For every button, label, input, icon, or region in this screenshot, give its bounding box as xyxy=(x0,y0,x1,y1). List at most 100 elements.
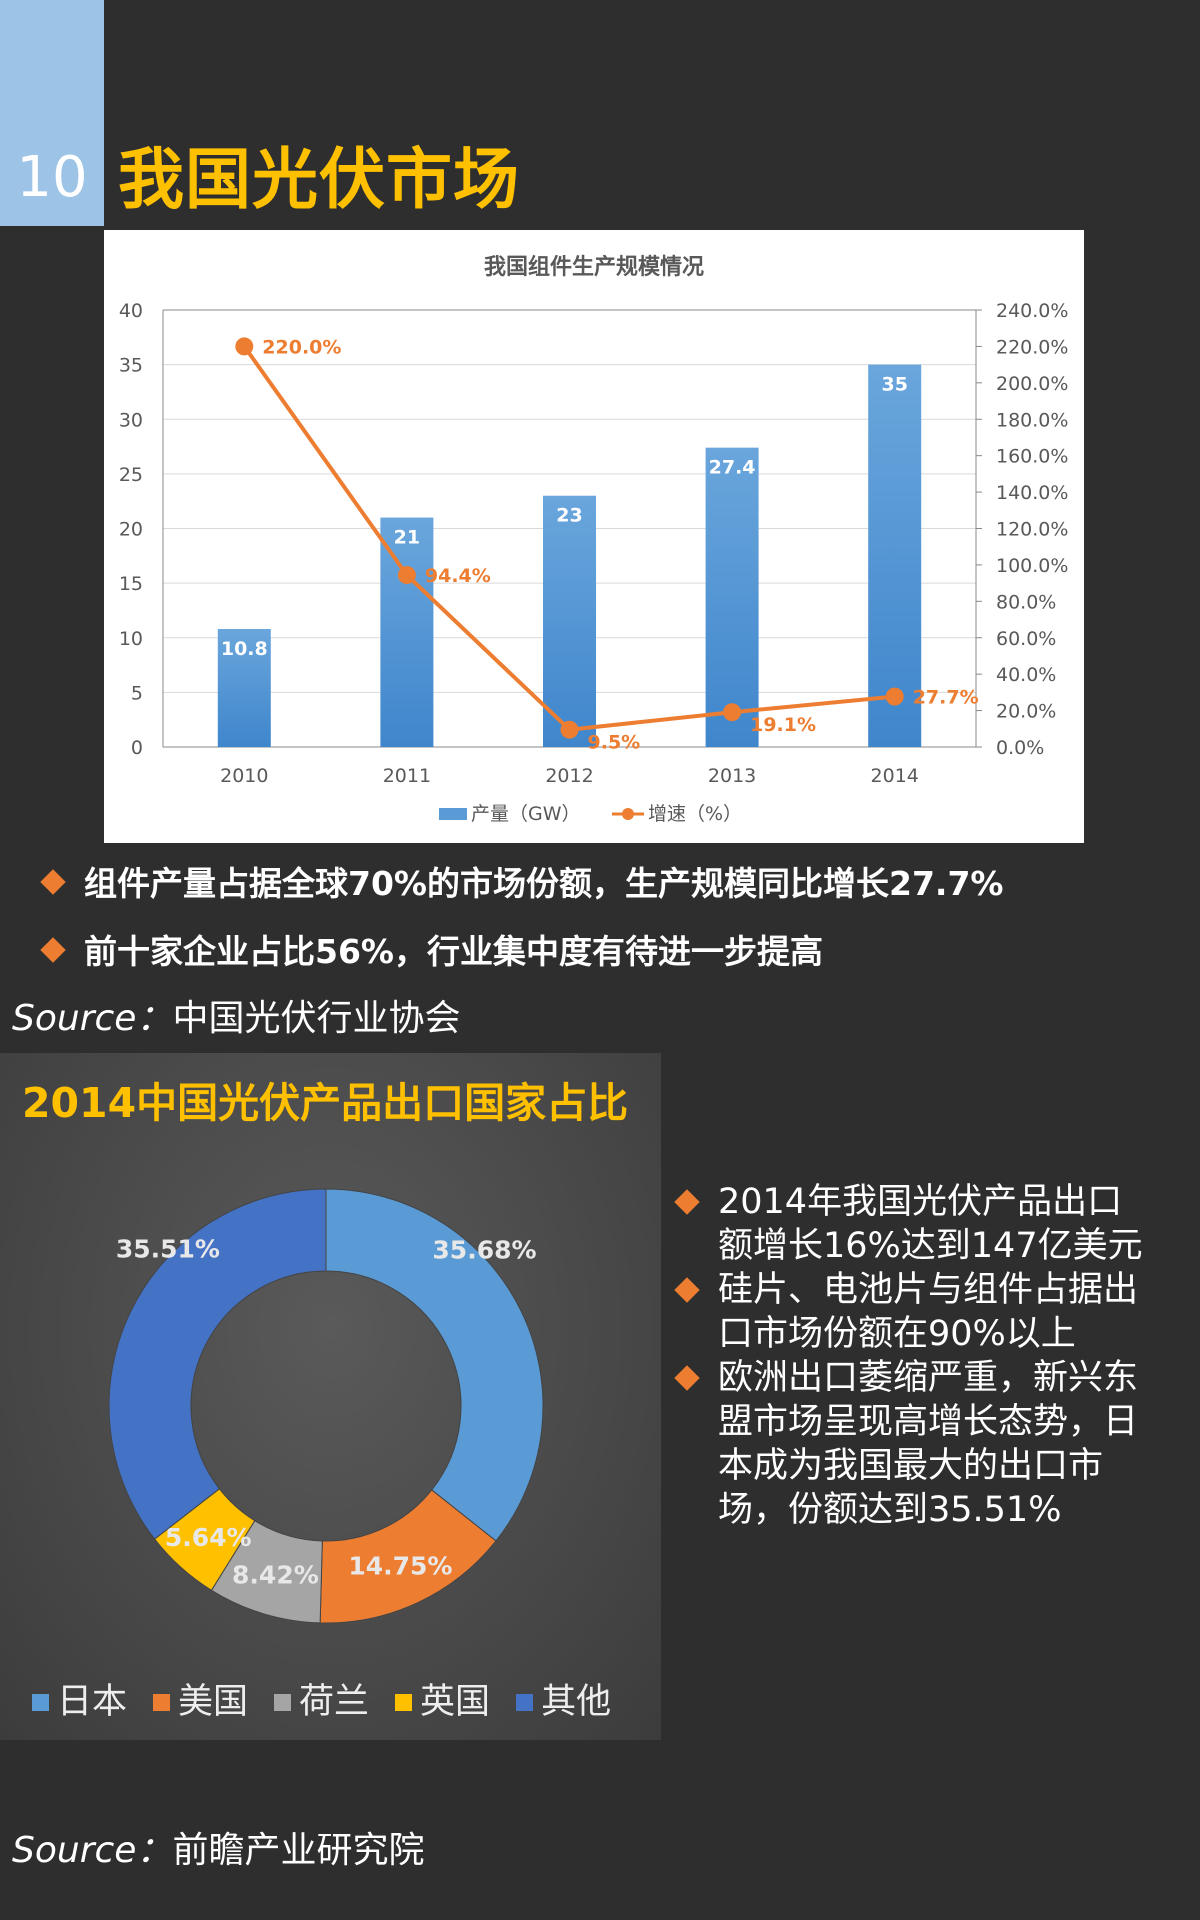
page-number-block xyxy=(0,0,104,226)
note-text: 2014年我国光伏产品出口额增长16%达到147亿美元 xyxy=(718,1182,1143,1266)
y-left-tick: 30 xyxy=(119,409,143,431)
y-right-tick: 220.0% xyxy=(996,336,1068,358)
source-label: Source： xyxy=(12,998,173,1039)
bar-2010 xyxy=(217,629,271,747)
chart-title: 我国组件生产规模情况 xyxy=(484,254,704,280)
slice-label: 35.51% xyxy=(116,1235,220,1264)
production-chart-svg: 我国组件生产规模情况 0 5 10 15 20 25 30 35 40 0.0% 20.0% 40.0%… xyxy=(119,254,1069,825)
y-left-tick: 25 xyxy=(119,464,143,486)
y-right-tick: 40.0% xyxy=(996,664,1056,686)
slice-日本 xyxy=(325,1188,544,1542)
growth-label: 27.7% xyxy=(913,687,979,709)
diamond-bullet-icon xyxy=(40,869,66,895)
x-tick: 2010 xyxy=(220,765,268,787)
bullet-text: 前十家企业占比56%，行业集中度有待进一步提高 xyxy=(84,932,823,971)
growth-label: 9.5% xyxy=(588,732,641,754)
note-1: 2014年我国光伏产品出口额增长16%达到147亿美元 xyxy=(672,1180,1152,1268)
growth-label: 220.0% xyxy=(262,336,341,358)
slice-label: 5.64% xyxy=(165,1523,252,1552)
note-text: 欧洲出口萎缩严重，新兴东盟市场呈现高增长态势，日本成为我国最大的出口市场，份额达… xyxy=(718,1358,1139,1530)
legend-label: 荷兰 xyxy=(299,1682,370,1722)
y-left-tick: 35 xyxy=(119,355,143,377)
bar-2014 xyxy=(868,364,922,747)
legend-line-marker xyxy=(622,808,634,820)
y-right-tick: 200.0% xyxy=(996,373,1068,395)
slice-label: 14.75% xyxy=(348,1552,452,1581)
export-chart-title: 2014中国光伏产品出口国家占比 xyxy=(22,1079,629,1127)
note-text: 硅片、电池片与组件占据出口市场份额在90%以上 xyxy=(718,1270,1139,1354)
export-chart-panel: 35.68% 14.75% 8.42% 5.64% 35.51% xyxy=(0,1053,661,1740)
bar-label: 27.4 xyxy=(709,457,756,479)
bar-label: 10.8 xyxy=(221,638,268,660)
diamond-bullet-icon xyxy=(674,1277,700,1303)
growth-point-2013 xyxy=(723,703,742,722)
bar-label: 23 xyxy=(556,505,582,527)
bar-label: 21 xyxy=(394,527,420,549)
diamond-bullet-icon xyxy=(40,937,66,963)
note-2: 硅片、电池片与组件占据出口市场份额在90%以上 xyxy=(672,1268,1152,1356)
slice-label: 35.68% xyxy=(432,1235,536,1264)
y-right-tick: 20.0% xyxy=(996,701,1056,723)
legend-swatch xyxy=(516,1694,534,1711)
y-left-tick: 0 xyxy=(131,737,143,759)
y-left-tick: 40 xyxy=(119,300,143,322)
legend-label: 英国 xyxy=(420,1682,491,1722)
bullet-2: 前十家企业占比56%，行业集中度有待进一步提高 xyxy=(40,930,823,974)
growth-point-2012 xyxy=(560,720,579,739)
legend-line-label: 增速（%） xyxy=(648,803,742,825)
y-left-tick: 5 xyxy=(131,682,143,704)
y-right-tick: 140.0% xyxy=(996,482,1068,504)
y-right-tick: 160.0% xyxy=(996,446,1068,468)
legend-bar-label: 产量（GW） xyxy=(471,803,581,825)
bullet-text: 组件产量占据全球70%的市场份额，生产规模同比增长27.7% xyxy=(84,864,1004,903)
growth-point-2011 xyxy=(397,566,416,585)
source-text: 前瞻产业研究院 xyxy=(172,1830,425,1871)
source-1: Source：中国光伏行业协会 xyxy=(12,997,460,1041)
x-tick: 2011 xyxy=(383,765,431,787)
legend-label: 日本 xyxy=(57,1682,128,1722)
y-left-tick: 10 xyxy=(119,628,143,650)
legend-swatch xyxy=(274,1694,292,1711)
growth-point-2010 xyxy=(235,337,254,356)
source-2: Source：前瞻产业研究院 xyxy=(12,1829,424,1873)
diamond-bullet-icon xyxy=(674,1365,700,1391)
legend-label: 其他 xyxy=(541,1682,612,1722)
legend-swatch xyxy=(32,1694,49,1711)
x-tick: 2014 xyxy=(871,765,919,787)
export-notes: 2014年我国光伏产品出口额增长16%达到147亿美元 硅片、电池片与组件占据出… xyxy=(672,1180,1152,1532)
legend-bar-swatch xyxy=(439,808,467,820)
source-text: 中国光伏行业协会 xyxy=(172,998,461,1039)
legend-swatch xyxy=(153,1694,171,1711)
legend-item-英国: 英国 xyxy=(395,1680,490,1724)
y-right-tick: 180.0% xyxy=(996,409,1068,431)
bar-2011 xyxy=(380,517,434,747)
legend-item-荷兰: 荷兰 xyxy=(274,1680,369,1724)
legend-swatch xyxy=(395,1694,413,1711)
slice-label: 8.42% xyxy=(232,1561,319,1590)
y-right-tick: 60.0% xyxy=(996,628,1056,650)
x-tick: 2013 xyxy=(708,765,756,787)
y-left-tick: 20 xyxy=(119,519,143,541)
bar-label: 35 xyxy=(881,374,907,396)
legend-item-美国: 美国 xyxy=(153,1680,248,1724)
legend-item-日本: 日本 xyxy=(32,1680,127,1724)
y-right-tick: 100.0% xyxy=(996,555,1068,577)
growth-label: 94.4% xyxy=(425,565,491,587)
production-chart: 我国组件生产规模情况 0 5 10 15 20 25 30 35 40 0.0% 20.0% 40.0%… xyxy=(104,230,1084,843)
y-right-tick: 120.0% xyxy=(996,519,1068,541)
y-left-tick: 15 xyxy=(119,573,143,595)
legend-label: 美国 xyxy=(178,1682,249,1722)
diamond-bullet-icon xyxy=(674,1189,700,1215)
source-label: Source： xyxy=(12,1830,173,1871)
export-donut-svg: 35.68% 14.75% 8.42% 5.64% 35.51% xyxy=(108,1188,544,1624)
y-right-tick: 0.0% xyxy=(996,737,1044,759)
growth-point-2014 xyxy=(885,687,904,706)
bar-2012 xyxy=(543,495,596,747)
bar-2013 xyxy=(705,447,759,747)
bullet-1: 组件产量占据全球70%的市场份额，生产规模同比增长27.7% xyxy=(40,862,1004,906)
export-legend: 日本 美国 荷兰 英国 其他 xyxy=(32,1680,637,1724)
page-title: 我国光伏市场 xyxy=(118,141,520,218)
legend-item-其他: 其他 xyxy=(516,1680,611,1724)
note-3: 欧洲出口萎缩严重，新兴东盟市场呈现高增长态势，日本成为我国最大的出口市场，份额达… xyxy=(672,1356,1152,1532)
x-tick: 2012 xyxy=(545,765,593,787)
